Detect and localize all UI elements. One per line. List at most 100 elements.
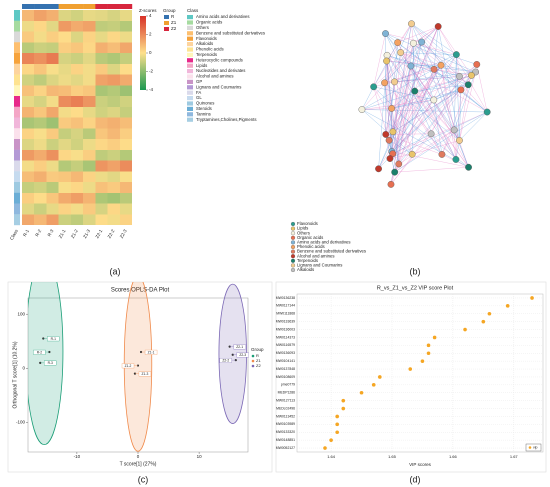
y-tick-label: MW0133639 [276,320,295,324]
chart-title: R_vs_Z1_vs_Z2 VIP score Plot [377,285,454,291]
edge [373,26,439,87]
heatmap-cell [70,139,84,150]
node [375,165,382,173]
legend-label: Lipids [297,226,308,231]
heatmap-cell [107,171,120,183]
node [408,20,415,28]
heatmap-cell [22,117,35,129]
class-strip [14,74,20,86]
legend-title: Z-scores [139,8,157,13]
heatmap-cell [119,20,133,32]
node [411,87,419,95]
edge [390,65,412,185]
class-strip [14,128,20,140]
plot-frame [296,293,544,453]
y-axis-title: Orthogonal T score[1] (10.2%) [12,341,18,408]
edge [453,71,476,130]
x-tick-label: -10 [74,454,81,459]
node [386,155,394,162]
legend-label: Quinones [196,101,214,106]
legend-swatch [164,15,169,19]
legend-swatch [187,85,193,90]
point-label: Z1-2 [125,364,132,368]
edge [398,129,455,165]
heatmap-cell [95,117,108,129]
edge [433,69,472,76]
heatmap-cell [58,160,72,172]
class-strip [14,192,20,204]
label-box [47,336,60,342]
dot [426,343,431,348]
legend-marker [528,446,532,449]
node [434,23,442,30]
heatmap-cell [95,192,108,204]
class-strip [14,203,20,215]
heatmap-cell [83,42,96,54]
heatmap-cell [46,203,59,215]
dot [505,304,510,308]
node [483,108,491,116]
heatmap-cell [58,20,72,32]
heatmap-cell [58,53,72,64]
x-tick-label: Class [9,228,19,241]
heatmap-cell [107,182,120,193]
edge [421,41,435,70]
label-box [138,371,152,377]
x-tick-label: R-1 [22,228,30,237]
label-box [121,363,135,369]
x-axis-title: VIP scores [409,462,431,467]
heatmap-cell [70,63,84,75]
heatmap-cell [58,171,72,183]
heatmap-cell [22,53,35,64]
y-tick-label: 100 [17,311,25,316]
legend-marker [251,359,255,363]
heatmap-cell [46,31,59,43]
x-tick-label: R-2 [34,228,42,237]
y-tick-label: MW0113452 [276,414,295,418]
heatmap-cell [58,203,72,215]
heatmap-cell [34,139,47,150]
x-tick-label: Z2-1 [94,228,103,239]
heatmap-cell [119,139,133,150]
legend-label: Terpenoids [297,258,318,263]
heatmap-cell [119,128,133,140]
node [387,180,395,188]
heatmap-cell [46,53,59,64]
heatmap-cell [46,149,59,161]
point-label: R-1 [51,337,56,341]
edge [394,129,455,173]
heatmap-cell [119,214,133,226]
heatmap-cell [58,214,72,226]
legend-label: Benzene and substituted derivatives [297,249,366,254]
heatmap-cell [83,20,96,32]
edge [433,26,439,70]
edge [438,26,460,141]
legend-title: Class [187,8,199,13]
y-tick-label: MW0133320 [276,430,295,434]
heatmap-cell [95,31,108,43]
label-box [233,344,246,350]
edge [361,109,469,168]
legend-label: Benzene and substituted derivatives [196,30,265,35]
edge [459,84,469,141]
dot [420,359,425,363]
heatmap-cell [107,117,120,129]
heatmap-cell [95,20,108,32]
edge [410,41,422,67]
heatmap-cell [70,106,84,118]
heatmap-cell [83,63,96,75]
heatmap-cell [70,10,84,21]
x-tick-label: R-3 [46,228,54,237]
edge [459,89,462,141]
node [452,156,460,163]
legend-marker [251,364,255,368]
dot [371,383,376,387]
edge [373,33,386,87]
heatmap-cell [107,96,120,107]
heatmap-cell [34,182,47,193]
legend-marker [290,226,296,231]
heatmap-cell [95,42,108,54]
edge [384,26,439,83]
edge [390,133,432,185]
